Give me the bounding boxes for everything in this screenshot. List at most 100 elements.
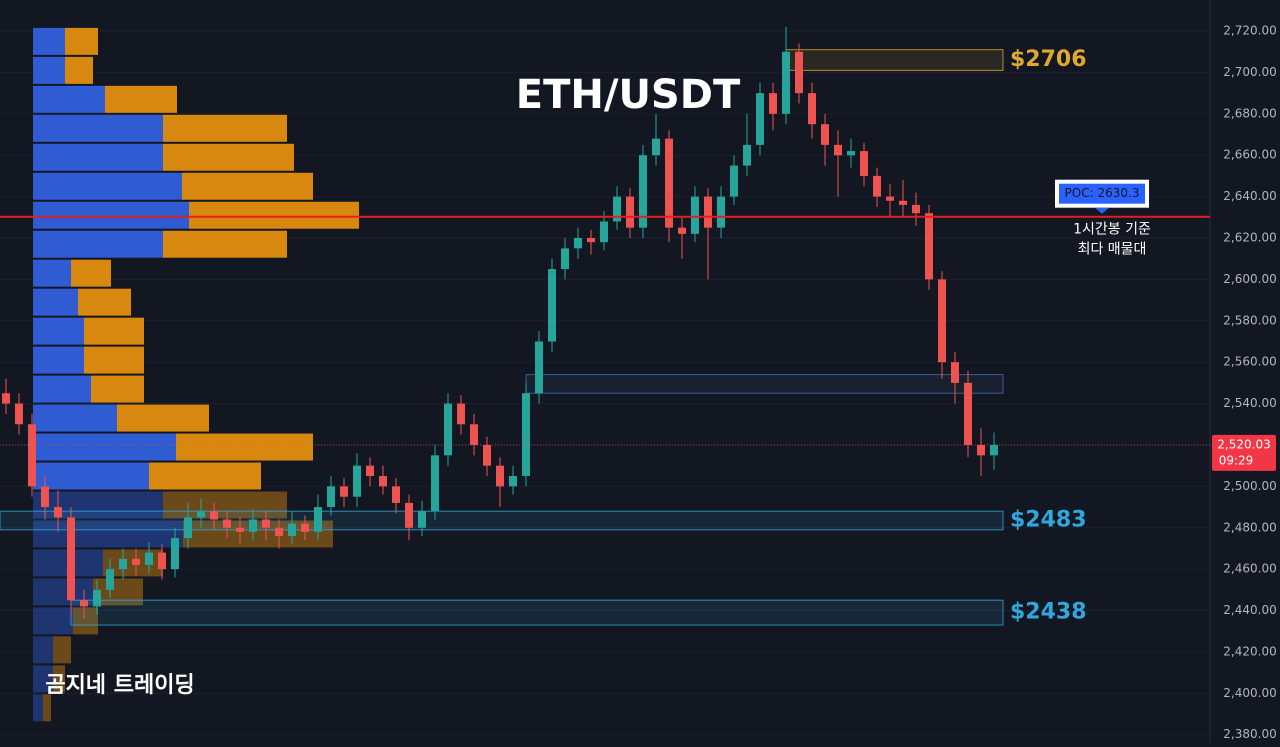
candle-body <box>665 138 673 228</box>
profile-buy-bar <box>33 346 84 374</box>
candle-body <box>327 486 335 508</box>
profile-buy-bar <box>33 172 182 200</box>
candle-body <box>158 552 166 570</box>
candle-body <box>171 538 179 570</box>
candle-body <box>743 144 751 166</box>
profile-buy-bar <box>33 56 65 84</box>
candle-body <box>470 424 478 445</box>
candle-body <box>366 465 374 477</box>
y-tick-label: 2,600.00 <box>1223 272 1276 286</box>
candle-body <box>990 444 998 456</box>
candle-body <box>938 279 946 363</box>
y-tick-label: 2,660.00 <box>1223 148 1276 162</box>
profile-sell-bar <box>43 694 51 722</box>
candle-body <box>548 269 556 342</box>
candle-body <box>860 151 868 176</box>
profile-sell-bar <box>65 27 98 55</box>
candle-body <box>717 196 725 228</box>
candle-body <box>314 507 322 532</box>
candle-body <box>483 444 491 466</box>
profile-sell-bar <box>84 346 144 374</box>
candle-body <box>106 569 114 590</box>
poc-pointer <box>1095 207 1109 214</box>
candle-body <box>15 403 23 425</box>
candle-body <box>639 155 647 228</box>
profile-sell-bar <box>91 375 144 403</box>
profile-sell-bar <box>73 607 98 635</box>
candle-body <box>795 51 803 94</box>
candle-body <box>132 558 140 566</box>
countdown: 09:29 <box>1219 453 1254 467</box>
candle-body <box>574 238 582 249</box>
profile-sell-bar <box>53 665 65 693</box>
y-tick-label: 2,400.00 <box>1223 686 1276 700</box>
candle-body <box>197 511 205 518</box>
candle-body <box>93 589 101 607</box>
y-tick-label: 2,640.00 <box>1223 189 1276 203</box>
candle-body <box>80 600 88 607</box>
candle-body <box>67 517 75 601</box>
profile-sell-bar <box>53 636 71 664</box>
candle-body <box>457 403 465 425</box>
y-tick-label: 2,420.00 <box>1223 644 1276 658</box>
profile-buy-bar <box>33 636 53 664</box>
profile-buy-bar <box>33 694 43 722</box>
candle-body <box>353 465 361 497</box>
zone <box>785 49 1004 71</box>
profile-sell-bar <box>163 230 287 258</box>
y-tick-label: 2,560.00 <box>1223 355 1276 369</box>
y-tick-label: 2,460.00 <box>1223 562 1276 576</box>
profile-buy-bar <box>33 375 91 403</box>
profile-buy-bar <box>33 230 163 258</box>
chart-title: ETH/USDT <box>516 72 741 118</box>
zone <box>525 374 1004 394</box>
candle-body <box>41 486 49 508</box>
profile-sell-bar <box>84 317 144 345</box>
candle-body <box>184 517 192 539</box>
candle-body <box>379 476 387 487</box>
current-price-box <box>1212 434 1276 471</box>
candle-body <box>236 527 244 532</box>
candle-body <box>392 486 400 503</box>
candle-body <box>301 523 309 532</box>
candle-body <box>873 175 881 197</box>
candle-body <box>899 200 907 205</box>
profile-buy-bar <box>33 114 163 142</box>
zone-label: $2483 <box>1010 508 1087 533</box>
candle-body <box>925 213 933 280</box>
profile-buy-bar <box>33 85 105 113</box>
candle-body <box>730 165 738 197</box>
y-tick-label: 2,500.00 <box>1223 479 1276 493</box>
candle-body <box>223 519 231 528</box>
y-tick-label: 2,680.00 <box>1223 106 1276 120</box>
profile-sell-bar <box>182 172 313 200</box>
zone <box>70 599 1004 626</box>
current-price-label: 2,520.03 <box>1217 437 1270 451</box>
profile-buy-bar <box>33 143 163 171</box>
candle-body <box>613 196 621 222</box>
profile-sell-bar <box>189 201 359 229</box>
profile-buy-bar <box>33 201 189 229</box>
poc-label-inner <box>1059 183 1145 204</box>
candle-body <box>951 362 959 383</box>
y-tick-label: 2,380.00 <box>1223 727 1276 741</box>
profile-sell-bar <box>78 288 131 316</box>
candle-body <box>821 124 829 145</box>
candle-body <box>2 393 10 404</box>
profile-buy-bar <box>33 317 84 345</box>
candle-body <box>509 476 517 487</box>
y-tick-label: 2,700.00 <box>1223 65 1276 79</box>
candle-body <box>405 502 413 528</box>
candle-body <box>808 93 816 125</box>
candle-body <box>652 138 660 156</box>
candle-body <box>678 227 686 234</box>
candle-body <box>54 507 62 518</box>
y-tick-label: 2,480.00 <box>1223 520 1276 534</box>
y-tick-label: 2,620.00 <box>1223 231 1276 245</box>
candle-body <box>496 465 504 487</box>
profile-buy-bar <box>33 27 65 55</box>
candle-body <box>691 196 699 234</box>
candle-body <box>288 523 296 537</box>
candle-body <box>886 196 894 201</box>
